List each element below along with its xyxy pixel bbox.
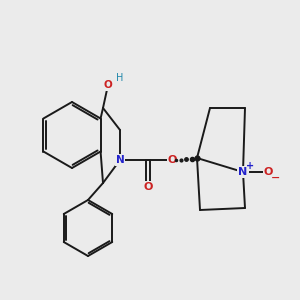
- Text: O: O: [143, 182, 153, 191]
- Text: O: O: [167, 155, 177, 165]
- Text: O: O: [263, 167, 273, 177]
- Text: −: −: [271, 173, 280, 183]
- Text: O: O: [103, 80, 112, 90]
- Text: H: H: [116, 73, 124, 83]
- Text: N: N: [116, 155, 124, 165]
- Text: N: N: [238, 167, 247, 177]
- Text: +: +: [245, 161, 254, 171]
